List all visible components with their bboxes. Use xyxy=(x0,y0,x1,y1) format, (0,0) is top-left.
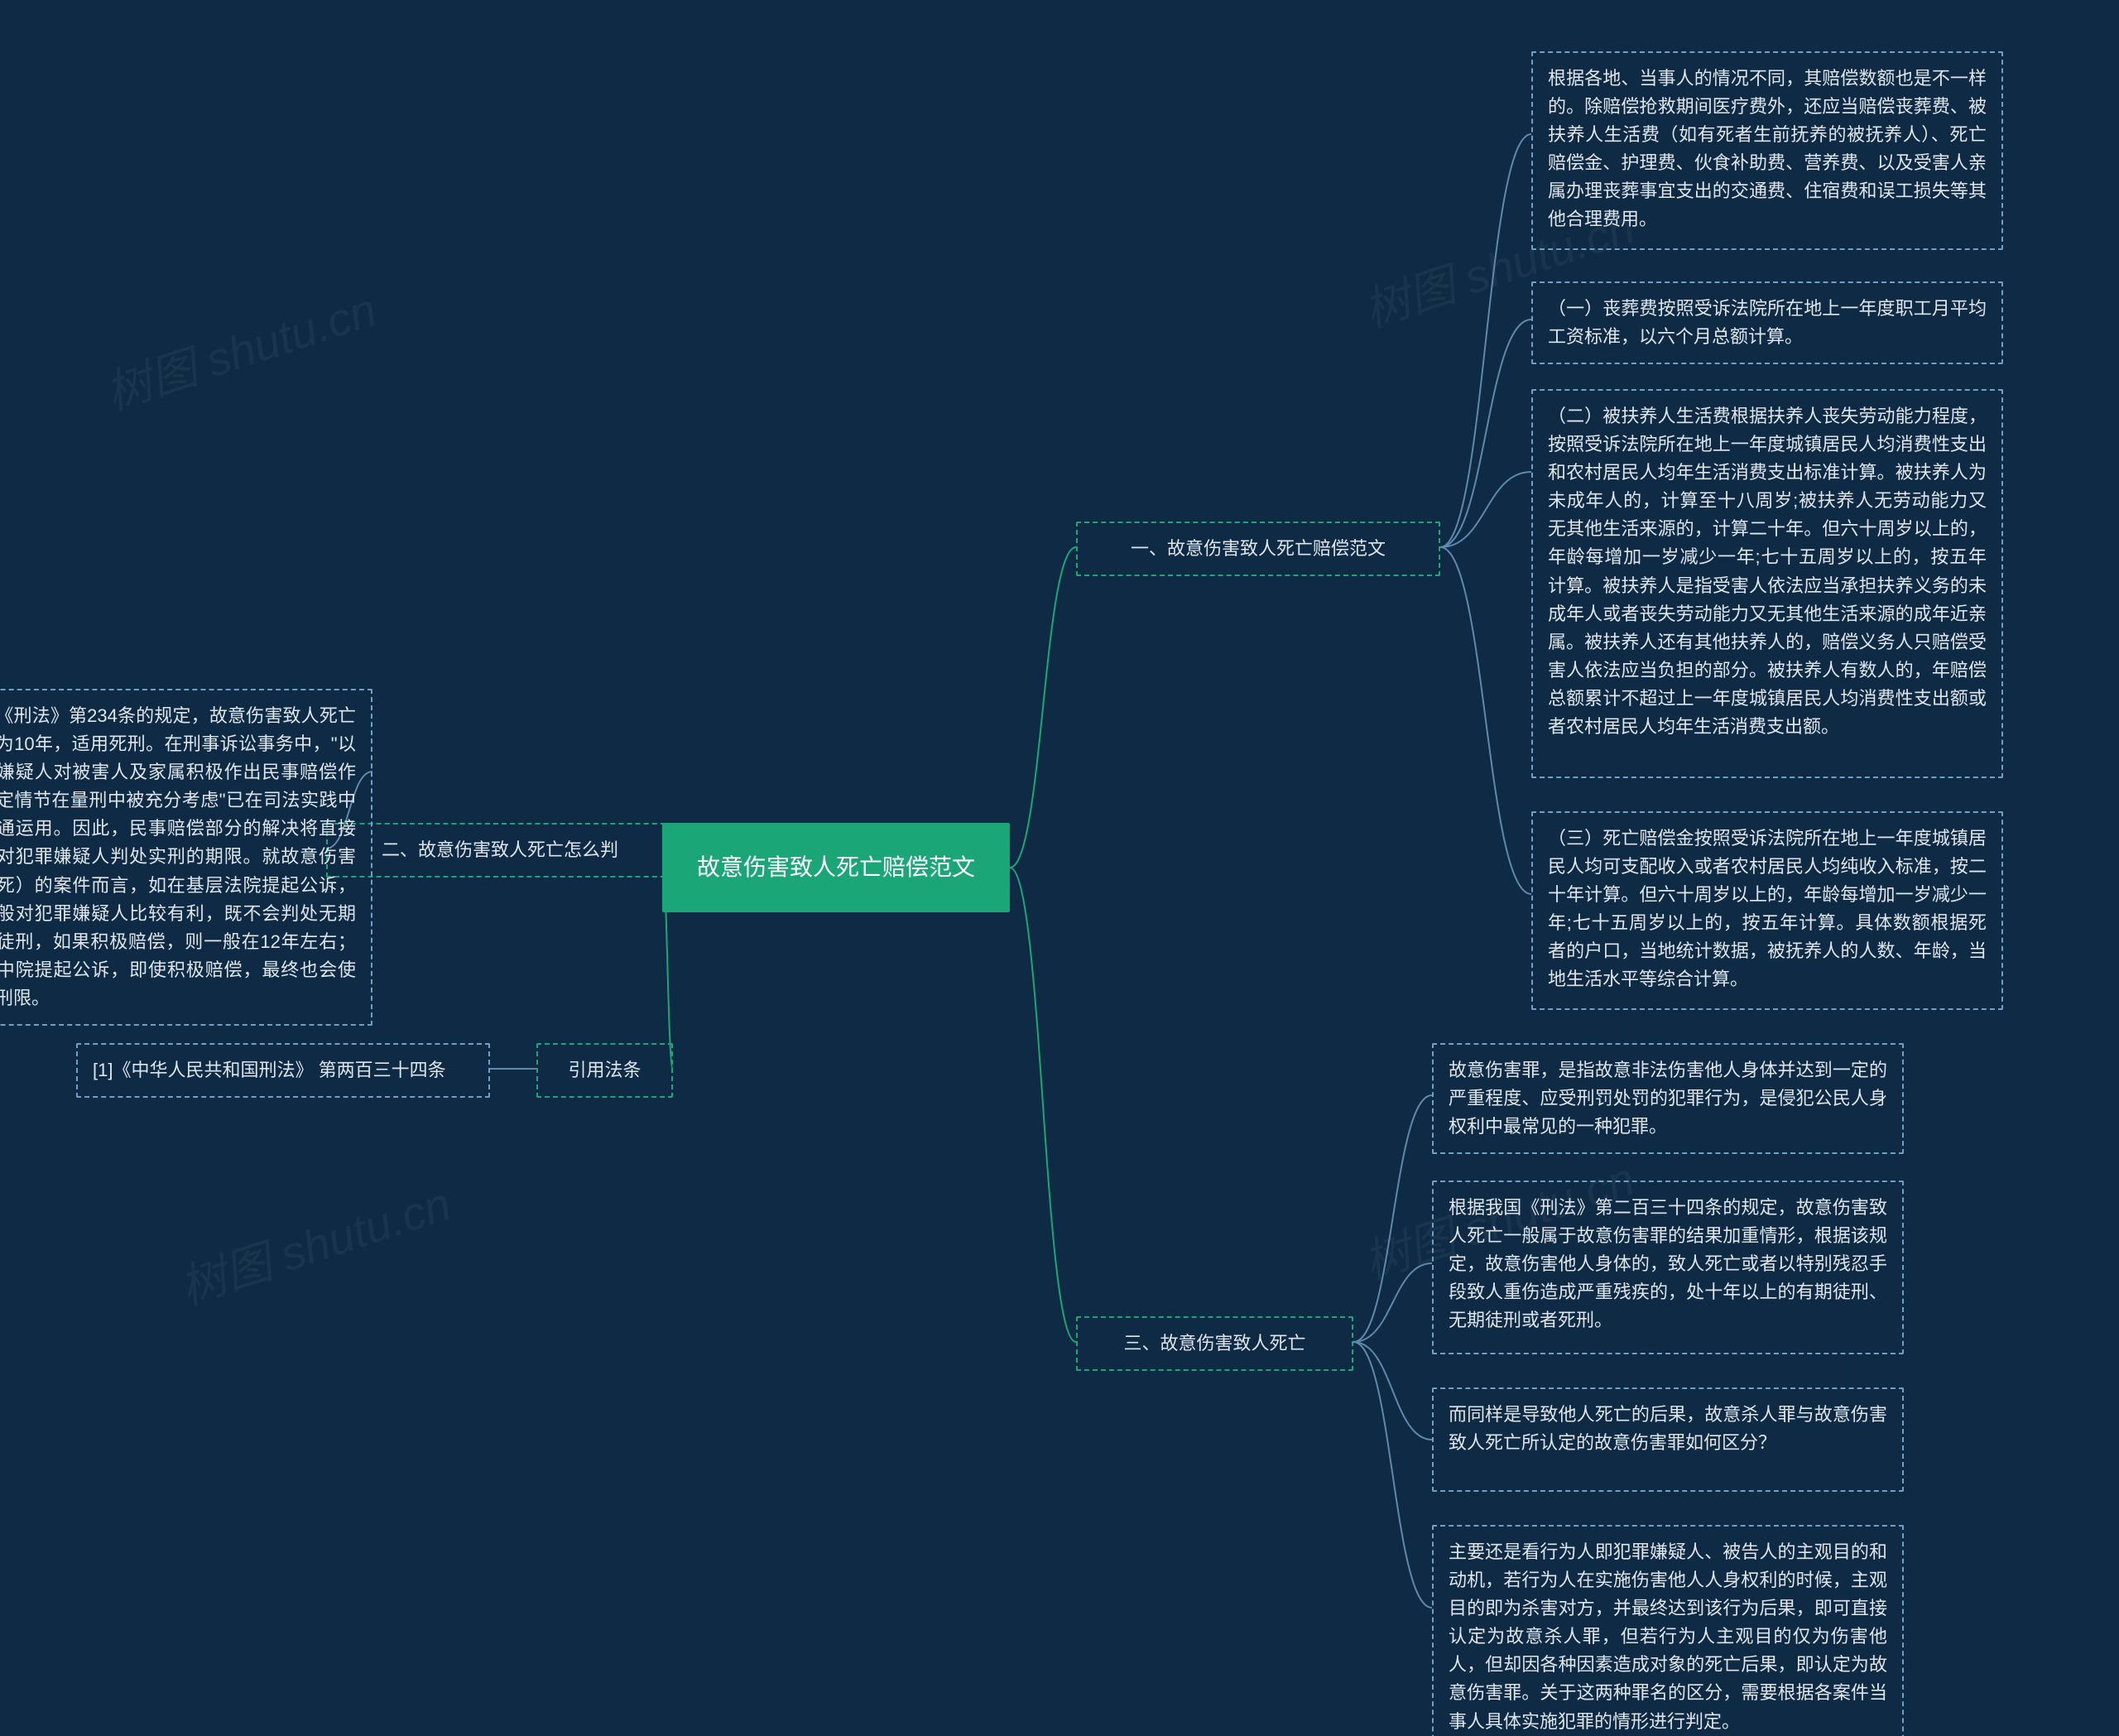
leaf-r3-1-text: 根据我国《刑法》第二百三十四条的规定，故意伤害致人死亡一般属于故意伤害罪的结果加… xyxy=(1449,1197,1887,1330)
branch-l4-text: 引用法条 xyxy=(568,1056,641,1084)
leaf-l2-0-text: 根据《刑法》第234条的规定，故意伤害致人死亡起刑为10年，适用死刑。在刑事诉讼… xyxy=(0,705,356,1008)
leaf-l2-0: 根据《刑法》第234条的规定，故意伤害致人死亡起刑为10年，适用死刑。在刑事诉讼… xyxy=(0,689,372,1026)
leaf-r1-2: （二）被扶养人生活费根据扶养人丧失劳动能力程度，按照受诉法院所在地上一年度城镇居… xyxy=(1531,389,2003,778)
leaf-r1-0-text: 根据各地、当事人的情况不同，其赔偿数额也是不一样的。除赔偿抢救期间医疗费外，还应… xyxy=(1548,68,1987,229)
center-node-text: 故意伤害致人死亡赔偿范文 xyxy=(697,851,975,885)
leaf-l4-0-text: [1]《中华人民共和国刑法》 第两百三十四条 xyxy=(93,1060,446,1080)
leaf-r1-2-text: （二）被扶养人生活费根据扶养人丧失劳动能力程度，按照受诉法院所在地上一年度城镇居… xyxy=(1548,406,1987,737)
leaf-r1-1-text: （一）丧葬费按照受诉法院所在地上一年度职工月平均工资标准，以六个月总额计算。 xyxy=(1548,298,1987,347)
branch-l2-text: 二、故意伤害致人死亡怎么判 xyxy=(382,836,618,864)
leaf-r1-0: 根据各地、当事人的情况不同，其赔偿数额也是不一样的。除赔偿抢救期间医疗费外，还应… xyxy=(1531,51,2003,250)
watermark: 树图 shutu.cn xyxy=(96,273,384,424)
mindmap-canvas: 树图 shutu.cn树图 shutu.cn树图 shutu.cn树图 shut… xyxy=(0,0,2119,1736)
branch-r1-text: 一、故意伤害致人死亡赔偿范文 xyxy=(1131,535,1386,563)
leaf-r1-3: （三）死亡赔偿金按照受诉法院所在地上一年度城镇居民人均可支配收入或者农村居民人均… xyxy=(1531,811,2003,1010)
leaf-r3-1: 根据我国《刑法》第二百三十四条的规定，故意伤害致人死亡一般属于故意伤害罪的结果加… xyxy=(1432,1181,1904,1354)
leaf-r3-0-text: 故意伤害罪，是指故意非法伤害他人身体并达到一定的严重程度、应受刑罚处罚的犯罪行为… xyxy=(1449,1060,1887,1137)
leaf-r3-2: 而同样是导致他人死亡的后果，故意杀人罪与故意伤害致人死亡所认定的故意伤害罪如何区… xyxy=(1432,1387,1904,1492)
leaf-r3-2-text: 而同样是导致他人死亡的后果，故意杀人罪与故意伤害致人死亡所认定的故意伤害罪如何区… xyxy=(1449,1404,1887,1453)
center-node: 故意伤害致人死亡赔偿范文 xyxy=(662,823,1010,912)
branch-l2: 二、故意伤害致人死亡怎么判 xyxy=(326,823,674,878)
leaf-r3-3: 主要还是看行为人即犯罪嫌疑人、被告人的主观目的和动机，若行为人在实施伤害他人人身… xyxy=(1432,1525,1904,1736)
branch-r3-text: 三、故意伤害致人死亡 xyxy=(1123,1330,1305,1358)
leaf-r3-0: 故意伤害罪，是指故意非法伤害他人身体并达到一定的严重程度、应受刑罚处罚的犯罪行为… xyxy=(1432,1043,1904,1154)
leaf-r3-3-text: 主要还是看行为人即犯罪嫌疑人、被告人的主观目的和动机，若行为人在实施伤害他人人身… xyxy=(1449,1541,1887,1732)
watermark: 树图 shutu.cn xyxy=(171,1167,459,1318)
leaf-l4-0: [1]《中华人民共和国刑法》 第两百三十四条 xyxy=(76,1043,490,1098)
branch-l4: 引用法条 xyxy=(536,1043,673,1098)
branch-r1: 一、故意伤害致人死亡赔偿范文 xyxy=(1076,522,1440,576)
branch-r3: 三、故意伤害致人死亡 xyxy=(1076,1316,1353,1371)
leaf-r1-3-text: （三）死亡赔偿金按照受诉法院所在地上一年度城镇居民人均可支配收入或者农村居民人均… xyxy=(1548,828,1987,989)
leaf-r1-1: （一）丧葬费按照受诉法院所在地上一年度职工月平均工资标准，以六个月总额计算。 xyxy=(1531,281,2003,364)
